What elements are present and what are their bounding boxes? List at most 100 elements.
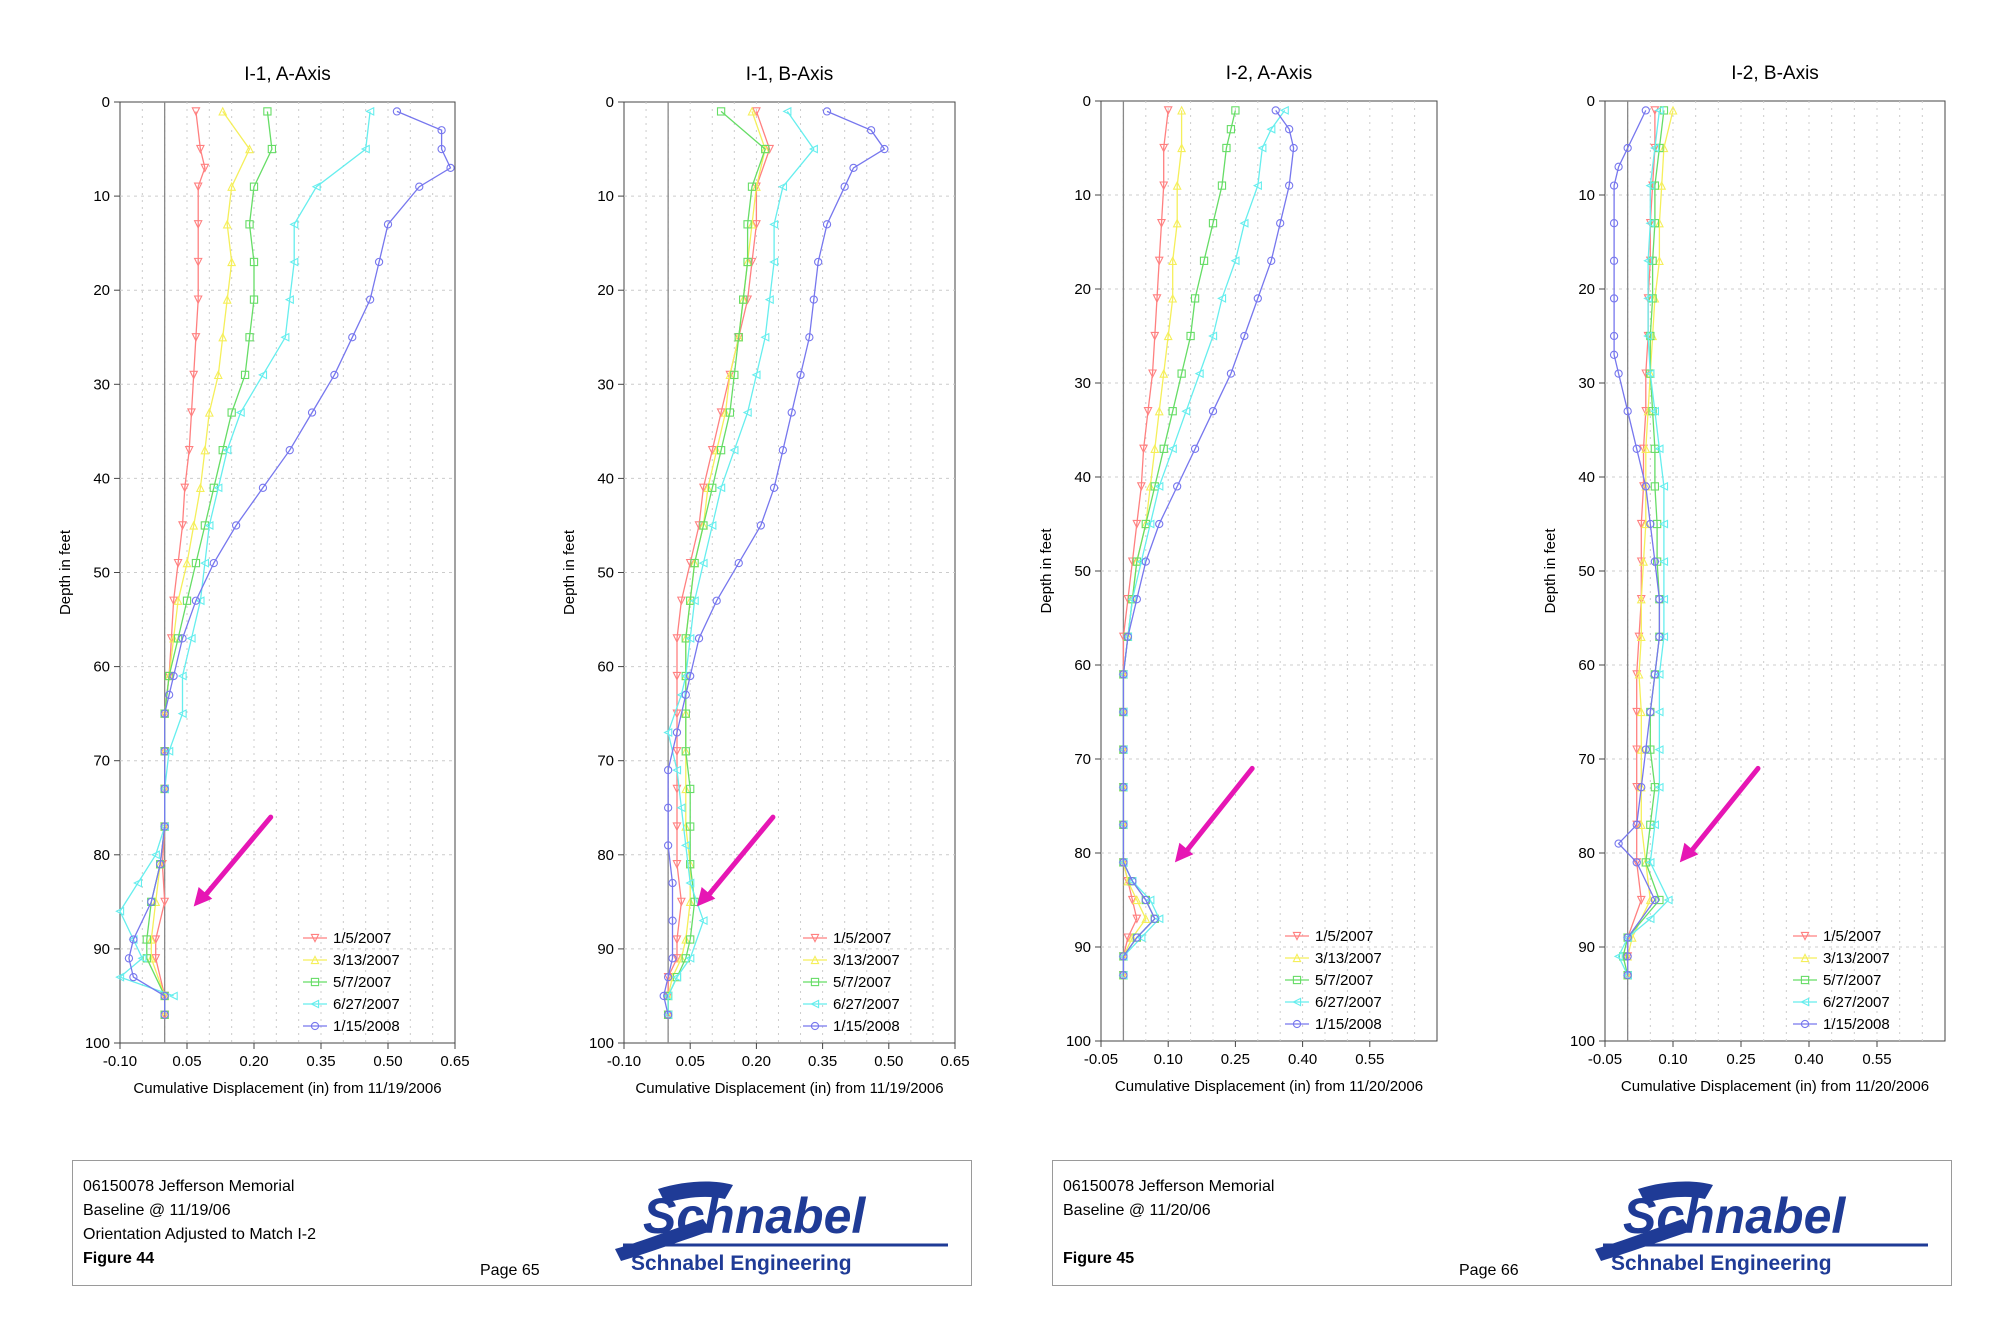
data-point <box>716 107 726 116</box>
legend-label: 5/7/2007 <box>1315 972 1373 989</box>
data-point <box>1655 143 1664 153</box>
data-point <box>1199 256 1209 265</box>
plot-area <box>119 101 456 1044</box>
data-point <box>681 954 690 963</box>
data-point <box>146 953 156 963</box>
data-point <box>1636 519 1646 529</box>
data-point <box>1194 369 1204 379</box>
y-tick-label: 80 <box>1074 845 1091 862</box>
data-point <box>769 219 779 229</box>
data-point <box>1127 932 1137 942</box>
x-tick-label: 0.40 <box>1794 1051 1823 1068</box>
legend: 1/5/2007 3/13/2007 5/7/2007 6/27/2007 1/15/2… <box>803 930 900 1035</box>
data-point <box>280 332 290 342</box>
data-point <box>672 935 682 945</box>
data-point <box>310 933 320 943</box>
data-point <box>680 840 690 850</box>
data-point <box>1208 331 1218 341</box>
y-tick-label: 10 <box>1578 187 1595 204</box>
data-point <box>1632 820 1641 829</box>
data-point <box>1632 745 1642 755</box>
data-point <box>115 972 125 982</box>
data-point <box>1292 975 1302 985</box>
data-point <box>672 954 682 964</box>
data-point <box>672 822 682 832</box>
y-tick-label: 100 <box>1570 1033 1595 1050</box>
x-tick-label: 0.20 <box>742 1053 771 1070</box>
data-point <box>1655 595 1664 604</box>
data-point <box>716 483 726 493</box>
data-point <box>1636 707 1646 717</box>
data-point <box>681 784 691 794</box>
y-tick-label: 70 <box>1074 751 1091 768</box>
data-point <box>1163 331 1173 341</box>
data-point <box>707 446 717 455</box>
data-point <box>195 596 205 606</box>
data-point <box>685 897 695 907</box>
data-point <box>1208 219 1218 228</box>
x-tick-label: -0.10 <box>607 1053 641 1070</box>
data-point <box>814 257 823 267</box>
data-point <box>178 634 187 643</box>
data-point <box>1648 256 1657 265</box>
data-point <box>1654 105 1664 115</box>
data-point <box>747 219 757 229</box>
data-point <box>1668 105 1678 115</box>
data-point <box>1654 782 1664 792</box>
data-point <box>1623 143 1632 153</box>
data-point <box>1654 255 1664 265</box>
data-point <box>1623 971 1632 980</box>
data-point <box>1119 820 1128 829</box>
logo-subtext: Schnabel Engineering <box>631 1252 852 1275</box>
y-tick-label: 10 <box>93 188 110 205</box>
data-point <box>1152 294 1162 304</box>
data-point <box>1123 632 1133 641</box>
y-axis-label: Depth in feet <box>1542 528 1559 614</box>
data-point <box>743 257 752 267</box>
data-point <box>147 897 156 906</box>
data-point <box>751 370 761 380</box>
data-point <box>1154 914 1164 924</box>
data-point <box>681 747 690 756</box>
data-point <box>186 408 196 418</box>
data-point <box>1609 256 1619 265</box>
data-point <box>1186 331 1195 341</box>
data-point <box>1285 125 1294 134</box>
data-point <box>1127 557 1137 567</box>
data-point <box>1128 877 1137 886</box>
data-point <box>751 107 761 117</box>
data-point <box>1252 181 1262 191</box>
data-point <box>822 107 832 116</box>
footer-figure-label: Figure 45 <box>1063 1250 1135 1267</box>
data-point <box>160 1010 169 1019</box>
data-point <box>1650 143 1660 153</box>
data-point <box>729 445 739 455</box>
data-point <box>1292 931 1302 941</box>
data-point <box>672 860 682 870</box>
data-point <box>1645 895 1655 905</box>
data-point <box>743 220 752 229</box>
data-point <box>1643 256 1653 266</box>
data-point <box>1190 444 1200 453</box>
data-point <box>1217 181 1227 190</box>
data-point <box>222 219 232 229</box>
data-point <box>289 257 299 267</box>
data-point <box>151 897 161 907</box>
data-point <box>1800 953 1810 963</box>
data-point <box>1163 106 1173 116</box>
data-point <box>1177 143 1187 153</box>
legend-label: 1/15/2008 <box>1315 1016 1382 1033</box>
x-tick-label: 0.65 <box>440 1053 469 1070</box>
footer-line-baseline: Baseline @ 11/20/06 <box>1063 1202 1211 1219</box>
data-point <box>1172 180 1182 190</box>
data-point <box>690 558 699 568</box>
data-point <box>1141 557 1150 566</box>
data-point <box>1159 143 1169 153</box>
y-axis-label: Depth in feet <box>561 529 578 615</box>
y-tick-label: 70 <box>93 753 110 770</box>
data-point <box>808 144 818 154</box>
chart-title: I-2, A-Axis <box>1226 63 1313 84</box>
y-tick-label: 100 <box>85 1035 110 1052</box>
data-point <box>1257 143 1267 153</box>
